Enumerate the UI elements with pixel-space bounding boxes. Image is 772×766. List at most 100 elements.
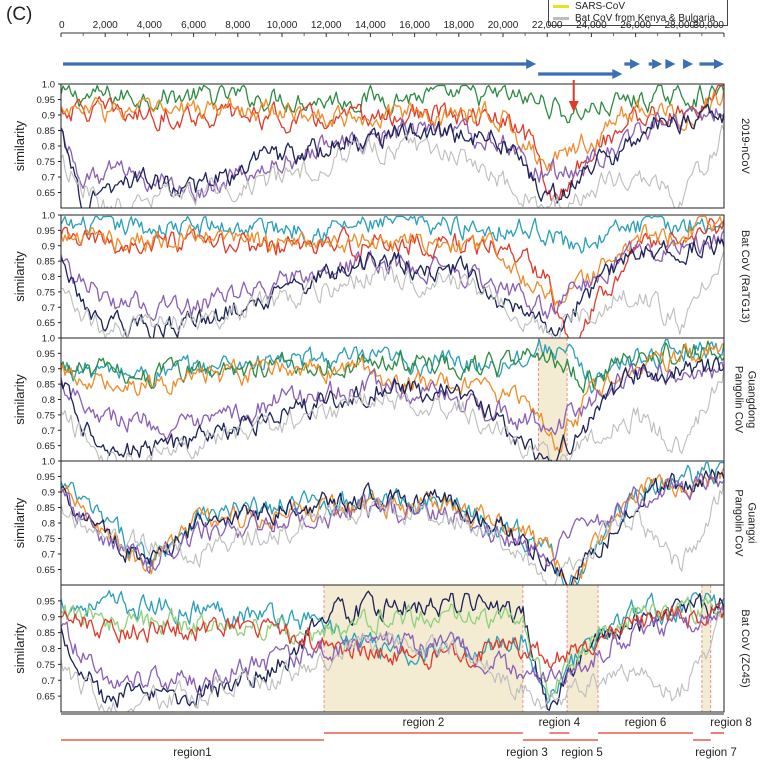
region-label: region 8: [710, 717, 752, 729]
panel-series-group: [61, 590, 724, 712]
y-tick-label: 0.85: [37, 503, 56, 514]
y-tick-label: 0.7: [42, 303, 55, 314]
y-tick-label: 0.7: [42, 676, 55, 687]
y-tick-label: 0.95: [37, 596, 56, 607]
genome-axis-tick-label: 26,000: [620, 20, 651, 31]
legend-swatch-sars: [553, 4, 569, 8]
genome-axis-tick-label: 30,000: [693, 20, 724, 31]
y-tick-label: 0.85: [37, 380, 56, 391]
panel-side-label: Bat CoV (RaTG13): [739, 230, 751, 323]
orf-arrow-head: [652, 59, 663, 69]
marker-arrow-head: [568, 101, 579, 112]
region-label: region 5: [561, 747, 603, 759]
series-line: [61, 124, 724, 208]
genome-axis-tick-label: 20,000: [488, 20, 519, 31]
series-line: [61, 235, 724, 338]
panel-series-group: [61, 84, 724, 208]
orf-arrow-head: [683, 59, 694, 69]
y-tick-label: 0.9: [42, 612, 55, 623]
panel-side-label: Guangxi: [746, 503, 758, 544]
panel-series-group: [61, 215, 724, 338]
genome-axis-tick-label: 6,000: [181, 20, 206, 31]
series-line: [61, 87, 724, 172]
region-label: region 2: [403, 717, 445, 729]
region-label: region 3: [506, 747, 548, 759]
panel-frame: [60, 214, 725, 339]
series-line: [61, 467, 724, 585]
panel-0: 0.65 0.7 0.75 0.8 0.85 0.9 0.95 1.0 similarity 20…: [12, 80, 751, 209]
y-tick-label: 0.7: [42, 550, 55, 561]
genome-axis-tick-label: 16,000: [399, 20, 430, 31]
genome-axis-tick-label: 22,000: [532, 20, 563, 31]
series-line: [61, 218, 724, 338]
legend: SARS-CoV Bat CoV from Kenya & Bulgaria: [548, 0, 728, 26]
y-tick-label: 1.0: [42, 80, 55, 91]
panel-series-group: [61, 461, 724, 585]
orf-arrow-head: [665, 59, 676, 69]
series-line: [61, 609, 724, 712]
genome-axis-tick-label: 4,000: [137, 20, 162, 31]
y-tick-label: 0.9: [42, 111, 55, 122]
genome-axis-tick-label: 14,000: [355, 20, 386, 31]
panel-frame: [60, 337, 725, 462]
y-tick-label: 0.75: [37, 287, 56, 298]
y-tick-label: 0.8: [42, 644, 55, 655]
series-line: [61, 250, 724, 338]
y-tick-label: 0.7: [42, 426, 55, 437]
y-tick-label: 0.95: [37, 95, 56, 106]
series-line: [61, 590, 724, 704]
y-tick-label: 0.8: [42, 519, 55, 530]
panel-3: 0.65 0.7 0.75 0.8 0.85 0.9 0.95 1.0 similarity Gu…: [12, 457, 758, 586]
genome-axis-tick-label: 0: [59, 20, 65, 31]
y-tick-label: 0.75: [37, 410, 56, 421]
panel-2: 0.65 0.7 0.75 0.8 0.85 0.9 0.95 1.0 similarity Gu…: [12, 334, 758, 462]
y-tick-label: 0.65: [37, 318, 56, 329]
genome-axis-tick-label: 12,000: [311, 20, 342, 31]
series-line: [61, 603, 724, 671]
highlight-region: [701, 585, 711, 712]
y-tick-label: 0.95: [37, 226, 56, 237]
genome-axis-tick-label: 18,000: [444, 20, 475, 31]
panel-4: 0.65 0.7 0.75 0.8 0.85 0.9 0.95 similarity Bat C…: [12, 584, 751, 713]
series-line: [61, 215, 724, 307]
series-line: [61, 340, 724, 394]
series-line: [61, 473, 724, 574]
series-line: [61, 368, 724, 461]
y-tick-label: 0.75: [37, 157, 56, 168]
y-axis-label: similarity: [12, 120, 27, 171]
y-tick-label: 0.8: [42, 142, 55, 153]
legend-swatch-bat-kenya: [553, 16, 569, 20]
panel-side-label: Guangdong: [746, 371, 758, 429]
series-line: [61, 590, 724, 711]
legend-item-bat-kenya: Bat CoV from Kenya & Bulgaria: [553, 12, 715, 24]
genome-axis-tick-label: 24,000: [576, 20, 607, 31]
y-tick-label: 0.95: [37, 472, 56, 483]
y-tick-label: 0.9: [42, 241, 55, 252]
y-tick-label: 1.0: [42, 211, 55, 222]
panel-side-label: Pangolin CoV: [733, 489, 745, 557]
panel-side-label: 2019-nCoV: [739, 118, 751, 174]
orf-arrow-head: [526, 59, 537, 69]
y-tick-label: 0.85: [37, 126, 56, 137]
panel-side-label: Bat CoV (ZC45): [739, 609, 751, 687]
series-line: [61, 468, 724, 585]
y-tick-label: 0.9: [42, 488, 55, 499]
series-line: [61, 84, 724, 202]
region-label: region 4: [539, 717, 581, 729]
series-line: [61, 215, 724, 254]
panel-series-group: [61, 338, 724, 461]
orf-arrow-head: [612, 69, 623, 79]
y-tick-label: 0.65: [37, 692, 56, 703]
series-line: [61, 356, 724, 461]
y-tick-label: 1.0: [42, 334, 55, 345]
genome-axis-tick-label: 2,000: [93, 20, 118, 31]
series-line: [61, 461, 724, 585]
legend-item-sars: SARS-CoV: [553, 0, 625, 12]
y-tick-label: 0.85: [37, 257, 56, 268]
y-tick-label: 0.65: [37, 188, 56, 199]
y-axis-label: similarity: [12, 374, 27, 425]
region-label: region 7: [695, 747, 737, 759]
region-label: region1: [173, 747, 211, 759]
series-line: [61, 479, 724, 585]
